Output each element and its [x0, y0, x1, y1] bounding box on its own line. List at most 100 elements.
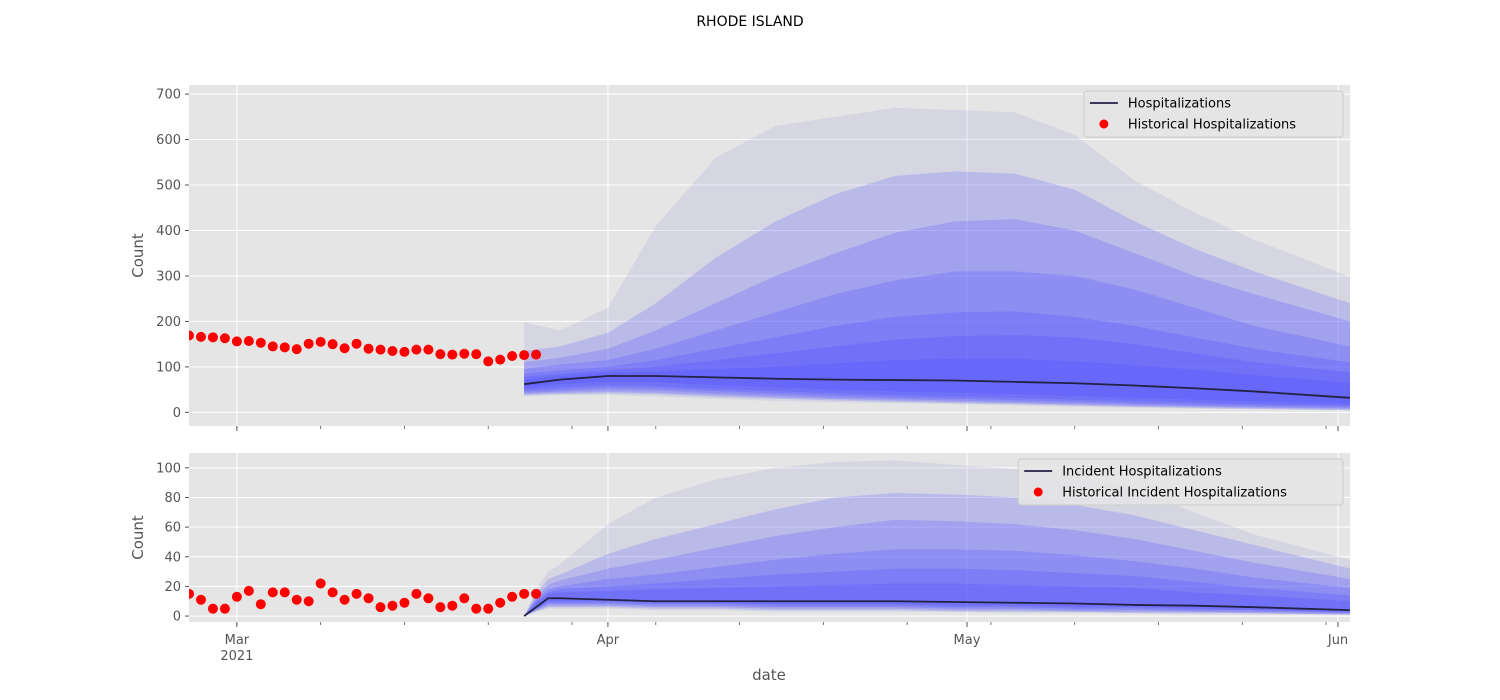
historical-point: [399, 597, 410, 608]
legend: Incident Hospitalizations Historical Inci…: [1017, 458, 1344, 506]
historical-point: [423, 593, 434, 604]
historical-point: [435, 349, 446, 360]
historical-point: [267, 587, 278, 598]
y-tick-label: 0: [173, 610, 181, 625]
forecast-band-1: [524, 107, 1350, 411]
historical-point: [411, 588, 422, 599]
historical-point: [387, 345, 398, 356]
forecast-band-3: [524, 219, 1350, 410]
historical-point: [351, 588, 362, 599]
historical-point: [411, 344, 422, 355]
historical-point: [327, 339, 338, 350]
historical-point: [351, 338, 362, 349]
historical-point: [507, 591, 518, 602]
legend-box: [1017, 458, 1344, 506]
forecast-median-line: [523, 597, 1350, 617]
y-tick-label: 20: [164, 580, 181, 595]
historical-point: [189, 330, 194, 341]
historical-point: [447, 349, 458, 360]
historical-point: [339, 594, 350, 605]
forecast-band-2: [524, 171, 1350, 411]
historical-point: [255, 337, 266, 348]
historical-point: [291, 344, 302, 355]
historical-point: [219, 333, 230, 344]
historical-point: [519, 350, 530, 361]
historical-point: [207, 603, 218, 614]
historical-point: [315, 336, 326, 347]
historical-point: [189, 588, 194, 599]
historical-point: [243, 585, 254, 596]
y-tick-label: 700: [156, 88, 181, 103]
historical-point: [447, 600, 458, 611]
historical-point: [519, 588, 530, 599]
historical-point: [483, 356, 494, 367]
historical-point: [231, 336, 242, 347]
historical-point: [315, 578, 326, 589]
forecast-band-4: [524, 271, 1350, 409]
forecast-median-line: [524, 375, 1350, 399]
x-tick-sublabel: 2021: [220, 649, 253, 664]
y-tick-label: 60: [164, 521, 181, 536]
y-tick-label: 0: [173, 406, 181, 421]
forecast-band-5: [524, 311, 1350, 407]
historical-point: [507, 350, 518, 361]
historical-point: [483, 603, 494, 614]
historical-point: [303, 338, 314, 349]
historical-point: [459, 348, 470, 359]
historical-point: [339, 343, 350, 354]
x-tick-label: May: [954, 633, 981, 648]
y-tick-label: 40: [164, 550, 181, 565]
y-tick-label: 80: [164, 491, 181, 506]
historical-point: [279, 587, 290, 598]
y-tick-label: 600: [156, 133, 181, 148]
hospitalizations-panel: 0 100 200 300 400 500 600 700 Count Hospitalizati…: [129, 85, 1350, 431]
historical-point: [303, 596, 314, 607]
forecast-band-3: [524, 519, 1350, 617]
y-tick-label: 500: [156, 179, 181, 194]
x-tick-label: Mar: [225, 633, 250, 648]
forecast-band-2: [524, 493, 1350, 617]
historical-point: [207, 332, 218, 343]
y-tick-label: 300: [156, 269, 181, 284]
historical-point: [195, 331, 206, 342]
historical-point: [195, 594, 206, 605]
historical-point: [387, 600, 398, 611]
x-axis-label: date: [752, 666, 786, 684]
data-layer: [189, 107, 1350, 411]
legend: Hospitalizations Historical Hospitalizati…: [1083, 90, 1344, 138]
legend-label: Historical Hospitalizations: [1128, 118, 1296, 133]
figure-title: RHODE ISLAND: [696, 14, 803, 30]
historical-point: [255, 599, 266, 610]
historical-point: [471, 603, 482, 614]
historical-point: [399, 346, 410, 357]
historical-point: [495, 597, 506, 608]
y-tick-label: 100: [156, 360, 181, 375]
historical-point: [531, 588, 542, 599]
historical-point: [495, 354, 506, 365]
forecast-band-6: [524, 335, 1350, 406]
y-tick-label: 100: [156, 461, 181, 476]
historical-point: [279, 342, 290, 353]
historical-point: [243, 335, 254, 346]
historical-point: [291, 594, 302, 605]
x-tick-label: Apr: [597, 633, 620, 648]
forecast-band-6: [524, 583, 1350, 617]
plot-area: [189, 85, 1350, 426]
historical-point: [267, 341, 278, 352]
historical-point: [375, 602, 386, 613]
historical-point: [471, 349, 482, 360]
legend-marker-swatch: [1033, 487, 1043, 497]
forecast-band-4: [524, 549, 1350, 617]
y-axis-label: Count: [129, 233, 147, 278]
historical-point: [375, 344, 386, 355]
historical-point: [327, 587, 338, 598]
legend-box: [1083, 90, 1344, 138]
historical-point: [531, 349, 542, 360]
historical-point: [423, 344, 434, 355]
historical-point: [459, 593, 470, 604]
y-tick-label: 400: [156, 224, 181, 239]
legend-label: Hospitalizations: [1128, 97, 1231, 112]
